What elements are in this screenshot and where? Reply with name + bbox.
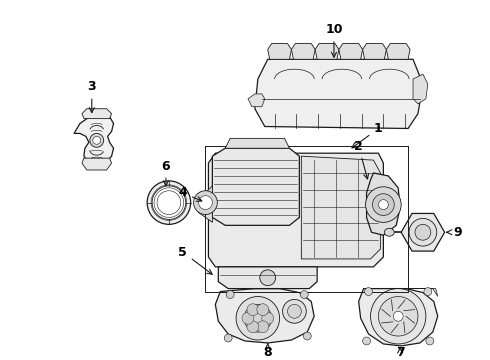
Text: 3: 3 [88, 81, 96, 113]
Circle shape [393, 311, 403, 321]
Circle shape [300, 291, 308, 298]
Text: 9: 9 [447, 226, 462, 239]
Polygon shape [248, 94, 265, 107]
Circle shape [152, 186, 186, 219]
Polygon shape [225, 138, 290, 148]
Circle shape [415, 224, 431, 240]
Circle shape [242, 312, 254, 324]
Circle shape [257, 321, 269, 333]
Circle shape [147, 181, 191, 224]
Circle shape [90, 134, 104, 147]
Polygon shape [219, 267, 317, 289]
Circle shape [365, 288, 372, 296]
Polygon shape [82, 158, 112, 170]
Polygon shape [82, 109, 112, 118]
Circle shape [247, 304, 259, 316]
Polygon shape [268, 44, 292, 59]
Circle shape [260, 270, 276, 285]
Circle shape [226, 291, 234, 298]
Circle shape [224, 334, 232, 342]
Circle shape [303, 332, 311, 340]
Circle shape [363, 337, 370, 345]
Circle shape [244, 305, 271, 332]
Circle shape [198, 196, 212, 210]
Circle shape [194, 191, 218, 215]
Polygon shape [364, 289, 438, 297]
Polygon shape [359, 289, 438, 346]
Circle shape [288, 305, 301, 318]
Text: 6: 6 [162, 159, 170, 186]
Text: 2: 2 [354, 140, 368, 179]
Text: 4: 4 [178, 186, 202, 201]
Circle shape [426, 337, 434, 345]
Polygon shape [196, 186, 212, 222]
Polygon shape [386, 44, 410, 59]
Circle shape [378, 200, 388, 210]
Circle shape [236, 297, 280, 340]
Polygon shape [413, 74, 428, 104]
Circle shape [247, 321, 259, 333]
Circle shape [424, 288, 432, 296]
Text: 8: 8 [264, 343, 272, 359]
Circle shape [283, 300, 306, 323]
Circle shape [378, 297, 418, 336]
Circle shape [409, 219, 437, 246]
Polygon shape [292, 44, 315, 59]
Text: 10: 10 [325, 23, 343, 57]
Text: 1: 1 [352, 122, 383, 148]
Ellipse shape [384, 228, 394, 236]
Polygon shape [255, 59, 423, 129]
Text: 5: 5 [178, 246, 212, 274]
Circle shape [366, 187, 401, 222]
Polygon shape [401, 213, 444, 251]
Polygon shape [74, 114, 114, 166]
Circle shape [93, 136, 101, 144]
Circle shape [262, 312, 273, 324]
Polygon shape [301, 156, 380, 259]
Circle shape [257, 304, 269, 316]
Circle shape [372, 194, 394, 216]
Polygon shape [215, 289, 314, 343]
Polygon shape [339, 44, 363, 59]
Polygon shape [315, 44, 339, 59]
Circle shape [370, 289, 426, 344]
Polygon shape [363, 44, 386, 59]
Polygon shape [212, 148, 299, 225]
Text: 7: 7 [396, 346, 405, 359]
Polygon shape [367, 173, 400, 235]
Polygon shape [208, 153, 383, 267]
